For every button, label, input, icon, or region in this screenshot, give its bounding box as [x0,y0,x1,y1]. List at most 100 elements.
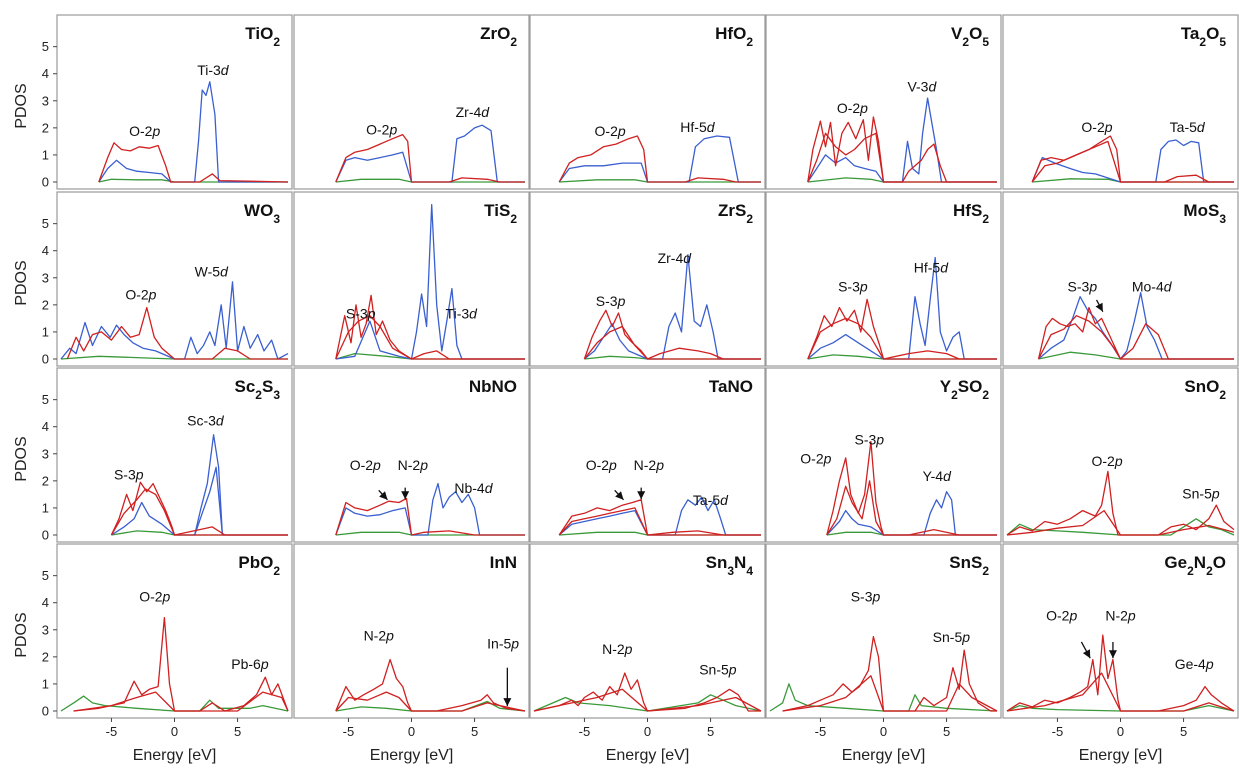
panels-layer: TiO2 O-2p Ti-3d ZrO2 O-2p Zr-4d HfO2 O-2p Hf-5d V… [56,14,1239,719]
panel-frame [765,14,1002,190]
annotation-2: Ge-4p [1175,656,1214,672]
panel-11: NbNO O-2p N-2p Nb-4d [293,367,530,543]
series-red-0 [807,298,997,360]
series-red-0 [558,499,761,536]
x-tick-label: 5 [943,724,950,739]
series-red-1 [533,688,762,712]
panel-title: SnS2 [949,553,989,578]
series-red-0 [1031,135,1234,183]
panel-0: TiO2 O-2p Ti-3d [56,14,293,190]
panel-curves [1006,634,1235,712]
panel-frame [765,543,1002,719]
series-red-0 [1006,634,1235,712]
y-tick-label: 5 [42,568,49,583]
panel-frame [765,191,1002,367]
series-green-2 [769,683,998,712]
panel-curves [1006,470,1235,536]
y-tick-label: 4 [42,66,49,81]
panel-curves [558,135,761,183]
y-tick-label: 2 [42,297,49,312]
panel-title: SnO2 [1184,377,1226,402]
annotation-arrow-0 [1095,299,1104,312]
annotation-0: O-2p [366,122,397,138]
panel-frame [293,191,530,367]
series-blue-2 [335,204,525,360]
annotation-0: S-3p [114,467,144,483]
annotation-0: S-3p [851,588,881,604]
annotation-0: S-3p [596,293,626,309]
annotation-1: Sn-5p [933,629,971,645]
annotation-0: N-2p [364,628,395,644]
panel-title: WO3 [244,201,280,226]
x-tick-label: 5 [1180,724,1187,739]
panel-frame [56,14,293,190]
series-red-0 [807,116,997,183]
y-tick-label: 5 [42,39,49,54]
annotation-1: Pb-6p [231,656,269,672]
series-red-0 [98,142,289,183]
y-axis-label: PDOS [13,260,30,305]
panel-frame [529,543,766,719]
x-tick-label: 5 [471,724,478,739]
annotation-1: Mo-4d [1132,278,1173,294]
y-tick-label: 2 [42,649,49,664]
annotation-2: Y-4d [923,468,953,484]
axis-layer: 0 1 2 3 4 5 PDOS 0 1 2 3 4 5 PDOS 0 1 2 3 4 5 PDOS 0 1 2 3 4 5 PDOS… [13,39,1187,764]
panel-12: TaNO O-2p N-2p Ta-5d [529,367,766,543]
panel-title: Y2SO2 [940,377,990,402]
x-tick-label: 0 [408,724,415,739]
panel-10: Sc2S3 S-3p Sc-3d [56,367,293,543]
x-tick-label: -5 [579,724,591,739]
y-tick-label: 0 [42,528,49,543]
y-axis-label: PDOS [13,83,30,128]
panel-6: TiS2 S-3p Ti-3d [293,191,530,367]
panel-title: ZrS2 [718,201,753,226]
panel-frame [529,367,766,543]
series-red-0 [533,672,761,712]
annotation-0: O-2p [595,123,626,139]
y-tick-label: 1 [42,676,49,691]
panel-9: MoS3 S-3p Mo-4d [1002,191,1239,367]
annotation-1: Zr-4d [658,250,693,266]
panel-8: HfS2 S-3p Hf-5d [765,191,1002,367]
series-red-1 [807,317,997,360]
panel-17: Sn3N4 N-2p Sn-5p [529,543,766,719]
panel-frame [293,543,530,719]
panel-frame [56,543,293,719]
panel-title: Ge2N2O [1164,553,1226,578]
series-red-0 [558,135,761,183]
series-red-1 [1031,140,1234,183]
series-blue-3 [194,466,224,536]
annotation-1: S-3p [854,431,884,447]
series-red-1 [558,507,761,536]
x-tick-label: -5 [343,724,355,739]
annotation-arrow-0 [503,667,512,707]
series-red-0 [335,133,525,183]
panel-curves [807,97,997,183]
panel-title: TaNO [709,377,753,396]
x-tick-label: 5 [234,724,241,739]
series-red-1 [826,480,997,536]
y-tick-label: 1 [42,500,49,515]
series-blue-2 [1031,139,1234,183]
y-tick-label: 5 [42,392,49,407]
series-red-0 [1006,470,1235,536]
x-tick-label: -5 [815,724,827,739]
panel-14: SnO2 O-2p Sn-5p [1002,367,1239,543]
annotation-0: O-2p [800,450,831,466]
annotation-1: N-2p [634,457,665,473]
panel-curves [335,658,526,712]
panel-curves [807,256,997,360]
panel-7: ZrS2 S-3p Zr-4d [529,191,766,367]
panel-curves [110,434,288,536]
series-red-0 [1037,306,1234,360]
annotation-0: O-2p [837,100,868,116]
series-red-1 [73,691,289,712]
x-axis-label: Energy [eV] [370,747,454,764]
panel-frame [293,367,530,543]
y-tick-label: 4 [42,595,49,610]
annotation-1: W-5d [195,263,229,279]
panel-1: ZrO2 O-2p Zr-4d [293,14,530,190]
panel-title: InN [490,553,517,572]
